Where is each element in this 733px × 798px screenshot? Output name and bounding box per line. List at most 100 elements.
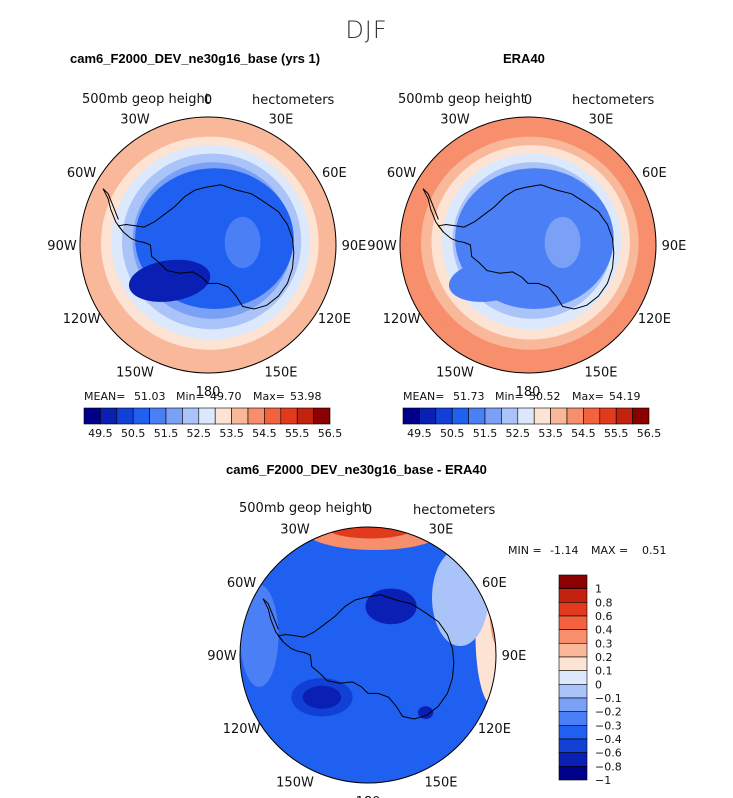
panel2-lon-label: 150E (584, 365, 617, 380)
panel2-lon-label: 120W (383, 312, 421, 327)
panel2-lon-label: 60E (642, 166, 667, 181)
coastline (422, 188, 444, 233)
panel1-lon-label: 180 (196, 385, 221, 400)
colorbar-tick-label: 0.4 (595, 624, 613, 637)
panel3-min-label: MIN = (508, 544, 542, 557)
colorbar-swatch (558, 629, 588, 644)
colorbar-swatch (517, 407, 535, 425)
colorbar-swatch (451, 407, 469, 425)
map-panel-2 (399, 116, 657, 374)
contour-fill (302, 685, 342, 709)
colorbar-tick-label: −0.8 (595, 760, 622, 773)
panel3-lon-label: 30W (280, 523, 310, 538)
colorbar-swatch (435, 407, 453, 425)
panel3-max-value: 0.51 (642, 544, 667, 557)
map-boundary (399, 116, 657, 374)
panel3-lon-label: 90E (502, 649, 527, 664)
colorbar-tick-label: 0 (595, 678, 602, 691)
colorbar-tick-label: 52.5 (187, 427, 212, 440)
colorbar-swatch (599, 407, 617, 425)
colorbar-tick-label: 54.5 (571, 427, 596, 440)
panel3-title: cam6_F2000_DEV_ne30g16_base - ERA40 (226, 462, 487, 477)
colorbar-swatch (558, 752, 588, 767)
colorbar-swatch (165, 407, 183, 425)
panel3-max-label: MAX = (591, 544, 629, 557)
coastline (117, 184, 295, 310)
panel1-lon-label: 60E (322, 166, 347, 181)
colorbar-swatch (132, 407, 150, 425)
contour-fill (365, 588, 417, 625)
colorbar-swatch (280, 407, 298, 425)
colorbar-3: 10.80.60.40.30.20.10−0.1−0.2−0.3−0.4−0.6… (558, 574, 622, 787)
colorbar-swatch (615, 407, 633, 425)
colorbar-swatch (100, 407, 118, 425)
panel2-lon-label: 30E (589, 113, 614, 128)
colorbar-tick-label: 50.5 (121, 427, 146, 440)
colorbar-tick-label: 53.5 (538, 427, 563, 440)
colorbar-tick-label: 56.5 (637, 427, 662, 440)
panel1-mean-label: MEAN= (84, 390, 126, 403)
panel3-lon-label: 180 (356, 795, 381, 798)
contour-fill (432, 548, 489, 647)
colorbar-tick-label: −0.1 (595, 692, 622, 705)
contour-fill (128, 259, 211, 302)
colorbar-swatch (583, 407, 601, 425)
colorbar-swatch (558, 601, 588, 617)
main-title: DJF (345, 16, 388, 44)
colorbar-tick-label: 0.1 (595, 665, 613, 678)
map-panel-1 (79, 116, 337, 374)
colorbar-tick-label: 0.2 (595, 651, 613, 664)
colorbar-swatch (83, 407, 101, 425)
colorbar-tick-label: −0.4 (595, 733, 622, 746)
panel3-lon-label: 150W (276, 775, 314, 790)
panel1-lon-label: 120W (63, 312, 101, 327)
panel3-lon-label: 90W (207, 649, 237, 664)
contour-fill (240, 584, 279, 687)
colorbar-swatch (558, 711, 588, 726)
panel1-max-value: 53.98 (290, 390, 322, 403)
colorbar-swatch (198, 407, 216, 425)
colorbar-tick-label: 51.5 (473, 427, 498, 440)
colorbar-tick-label: 51.5 (154, 427, 179, 440)
coastline (437, 184, 615, 310)
panel3-lon-label: 60W (227, 576, 257, 591)
coastline (102, 188, 124, 233)
panel3-lon-label: 30E (429, 523, 454, 538)
colorbar-tick-label: 54.5 (252, 427, 277, 440)
colorbar-tick-label: 0.3 (595, 637, 613, 650)
colorbar-swatch (558, 765, 588, 781)
panel1-lon-label: 0 (204, 93, 212, 108)
panel2-lon-label: 120E (638, 312, 671, 327)
colorbar-swatch (558, 683, 588, 699)
colorbar-tick-label: 49.5 (407, 427, 432, 440)
colorbar-tick-label: 56.5 (318, 427, 343, 440)
colorbar-swatch (550, 407, 568, 425)
contour-fill (224, 216, 261, 269)
colorbar-swatch (264, 407, 282, 425)
colorbar-swatch (484, 407, 502, 425)
contour-fill (448, 259, 531, 302)
colorbar-tick-label: −0.2 (595, 706, 622, 719)
contour-fill (544, 216, 581, 269)
colorbar-swatch (313, 407, 331, 425)
colorbar-swatch (182, 407, 200, 425)
colorbar-swatch (501, 407, 519, 425)
colorbar-swatch (247, 407, 265, 425)
colorbar-tick-label: 0.8 (595, 596, 613, 609)
colorbar-swatch (558, 724, 588, 740)
panel1-lon-label: 90W (47, 239, 77, 254)
panel2-mean-value: 51.73 (453, 390, 485, 403)
colorbar-swatch (558, 642, 588, 658)
colorbar-tick-label: 0.6 (595, 610, 613, 623)
colorbar-tick-label: −0.3 (595, 719, 622, 732)
panel2-units: hectometers (572, 93, 655, 108)
map-boundary (79, 116, 337, 374)
panel3-lon-label: 120E (478, 722, 511, 737)
map-boundary (239, 526, 497, 784)
colorbar-tick-label: −1 (595, 774, 611, 787)
colorbar-swatch (558, 670, 588, 685)
colorbar-swatch (558, 615, 588, 630)
panel3-lon-label: 60E (482, 576, 507, 591)
colorbar-swatch (566, 407, 584, 425)
